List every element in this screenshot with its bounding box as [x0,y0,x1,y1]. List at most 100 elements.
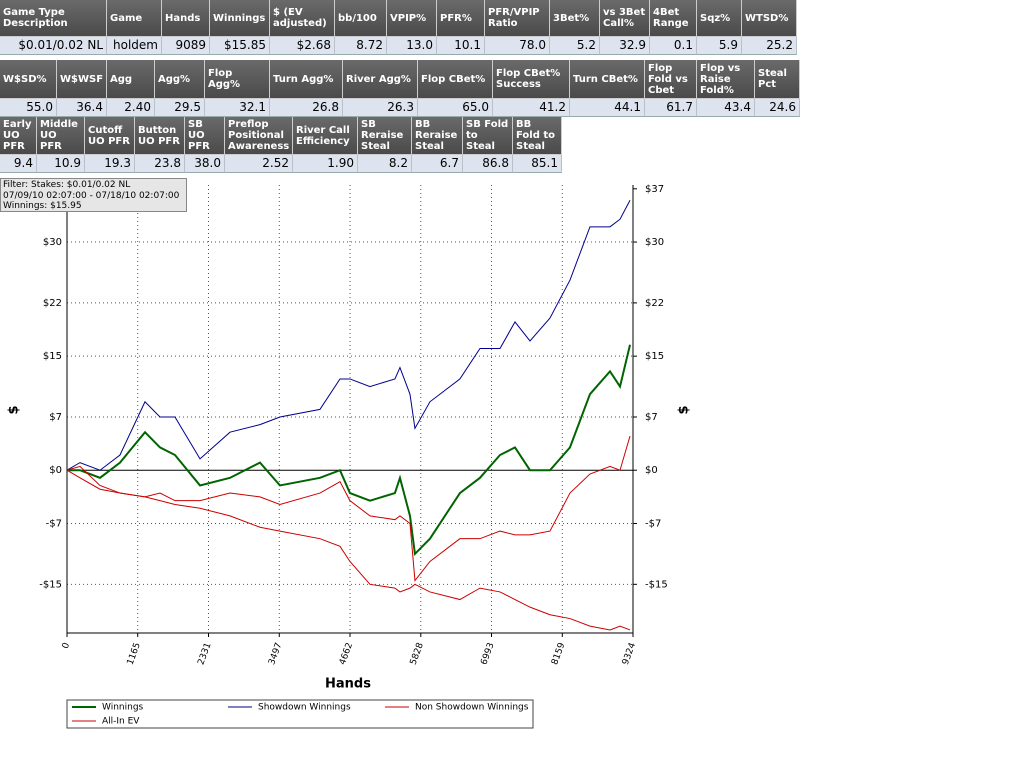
x-tick-label: 8159 [550,641,567,666]
header-cell: PFR/VPIP Ratio [485,0,550,37]
header-cell: Winnings [210,0,270,37]
y2-tick-label: $30 [645,237,664,248]
header-cell: 3Bet% [550,0,600,37]
x-tick-label: 9324 [621,641,638,666]
y2-tick-label: -$15 [645,579,668,590]
y2-tick-label: $15 [645,351,664,362]
value-cell: 43.4 [697,99,755,117]
filter-box: Filter: Stakes: $0.01/0.02 NL 07/09/10 0… [0,178,187,212]
header-cell: Flop CBet% Success [493,60,570,99]
value-cell: 13.0 [387,37,437,55]
header-cell: WTSD% [742,0,797,37]
header-cell: Early UO PFR [0,117,37,155]
value-cell: 85.1 [513,155,562,173]
y-tick-label: -$7 [46,518,62,529]
value-cell: 44.1 [570,99,645,117]
legend-label: Winnings [102,703,144,713]
x-tick-label: 5828 [409,641,426,666]
y2-tick-label: $37 [645,184,664,195]
legend-label: Showdown Winnings [258,703,351,713]
value-cell: 2.52 [225,155,293,173]
y-tick-label: $30 [43,237,62,248]
y-tick-label: -$15 [39,579,62,590]
y-tick-label: $0 [49,465,62,476]
series-line [66,435,631,582]
header-cell: Flop CBet% [418,60,493,99]
x-tick-label: 0 [61,641,72,650]
header-cell: vs 3Bet Call% [600,0,650,37]
value-cell: 6.7 [412,155,463,173]
series-line [67,344,631,557]
header-cell: 4Bet Range [650,0,697,37]
header-cell: Sqz% [697,0,742,37]
legend-label: Non Showdown Winnings [415,703,529,713]
value-row: $0.01/0.02 NL holdem 9089 $15.85 $2.68 8.72 13… [0,37,797,55]
header-cell: Button UO PFR [135,117,185,155]
y2-tick-label: $22 [645,298,664,309]
value-cell: 38.0 [185,155,225,173]
value-cell: 1.90 [293,155,358,173]
y-axis-label: $ [7,405,22,414]
header-cell: SB Fold to Steal [463,117,513,155]
header-cell: Preflop Positional Awareness [225,117,293,155]
header-row: Game Type Description Game Hands Winnings $ … [0,0,797,37]
header-cell: VPIP% [387,0,437,37]
series-line [66,199,631,471]
value-cell: $0.01/0.02 NL [0,37,107,55]
value-cell: 8.2 [358,155,412,173]
header-cell: Game Type Description [0,0,107,37]
y-tick-label: $7 [49,412,62,423]
header-cell: Game [107,0,162,37]
header-cell: bb/100 [335,0,387,37]
header-cell: Hands [162,0,210,37]
value-cell: 9089 [162,37,210,55]
value-cell: 78.0 [485,37,550,55]
header-cell: BB Reraise Steal [412,117,463,155]
value-cell: 25.2 [742,37,797,55]
x-axis-label: Hands [325,677,371,692]
header-cell: Flop Agg% [205,60,270,99]
value-row: 9.4 10.9 19.3 23.8 38.0 2.52 1.90 8.2 6.7 86.8 85.… [0,155,562,173]
y2-tick-label: $7 [645,412,658,423]
value-cell: 61.7 [645,99,697,117]
header-cell: Turn CBet% [570,60,645,99]
header-cell: SB Reraise Steal [358,117,412,155]
value-cell: 23.8 [135,155,185,173]
value-cell: 32.9 [600,37,650,55]
y2-tick-label: -$7 [645,518,661,529]
value-cell: 32.1 [205,99,270,117]
header-cell: Agg [107,60,155,99]
value-cell: 5.9 [697,37,742,55]
value-cell: 0.1 [650,37,697,55]
value-row: 55.0 36.4 2.40 29.5 32.1 26.8 26.3 65.0 41.2 44.1… [0,99,800,117]
value-cell: 26.3 [343,99,418,117]
value-cell: 2.40 [107,99,155,117]
value-cell: 10.9 [37,155,85,173]
y-tick-label: $15 [43,351,62,362]
y2-axis-label: $ [677,405,692,414]
legend-label: All-In EV [102,717,140,727]
header-cell: Turn Agg% [270,60,343,99]
value-cell: 24.6 [755,99,800,117]
value-cell: 55.0 [0,99,57,117]
series-line [66,469,631,631]
header-cell: River Agg% [343,60,418,99]
legend-box [66,699,534,729]
y-tick-label: $22 [43,298,62,309]
header-cell: PFR% [437,0,485,37]
x-tick-label: 4662 [338,641,355,666]
value-cell: 41.2 [493,99,570,117]
value-cell: $2.68 [270,37,335,55]
header-cell: Flop Fold vs Cbet [645,60,697,99]
x-tick-label: 6993 [479,641,496,666]
value-cell: 8.72 [335,37,387,55]
header-cell: Cutoff UO PFR [85,117,135,155]
x-tick-label: 1165 [126,641,143,666]
header-cell: W$SD% [0,60,57,99]
y2-tick-label: $0 [645,465,658,476]
value-cell: 86.8 [463,155,513,173]
header-cell: SB UO PFR [185,117,225,155]
x-tick-label: 3497 [267,641,284,666]
